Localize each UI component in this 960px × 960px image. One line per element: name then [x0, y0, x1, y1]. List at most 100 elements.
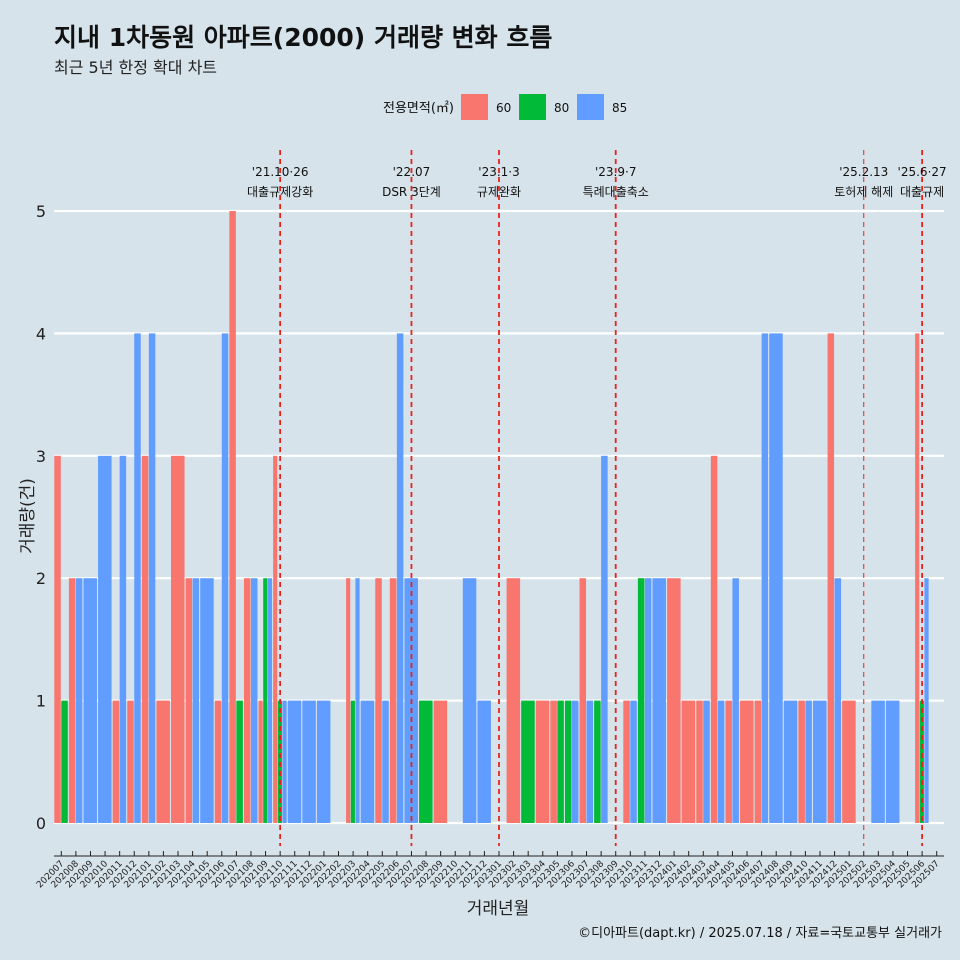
event-label-4: 특례대출축소 [583, 185, 649, 199]
bar-202110-80 [277, 700, 282, 823]
y-tick-label: 0 [36, 814, 46, 833]
y-axis-title: 거래량(건) [18, 478, 38, 554]
bar-202412-85 [834, 578, 842, 823]
bar-202307-60 [579, 578, 587, 823]
bar-202011-60 [112, 700, 120, 823]
chart-subtitle: 최근 5년 한정 확대 차트 [54, 58, 218, 77]
event-date-2: '22.07 [393, 165, 431, 179]
bar-202212-85 [477, 700, 491, 823]
bar-202308-80 [594, 700, 601, 823]
bar-202407-60 [754, 700, 762, 823]
bar-202405-60 [725, 700, 732, 823]
event-label-6: 대출규제 [900, 185, 944, 199]
bar-202404-85 [717, 700, 725, 823]
bar-202112-85 [302, 700, 316, 823]
bar-202302-60 [506, 578, 521, 823]
legend: 전용면적(㎡) 60 80 85 [383, 94, 627, 120]
y-tick-label: 1 [36, 692, 46, 711]
event-date-4: '23.9·7 [595, 165, 636, 179]
bar-202506-60 [915, 333, 920, 823]
bar-202012-85 [134, 333, 141, 823]
bar-202109-85 [267, 578, 273, 823]
bar-202506-85 [924, 578, 929, 823]
bar-202411-85 [812, 700, 827, 823]
bar-202310-85 [630, 700, 637, 823]
bar-202106-85 [221, 333, 229, 823]
bar-202503-85 [871, 700, 885, 823]
bar-202305-80 [557, 700, 564, 823]
caption: ©디아파트(dapt.kr) / 2025.07.18 / 자료=국토교통부 실… [578, 926, 942, 941]
legend-swatch-85 [577, 94, 604, 120]
bar-202104-60 [185, 578, 193, 823]
bar-202410-60 [798, 700, 805, 823]
legend-label-85: 85 [612, 101, 627, 115]
bar-202102-60 [156, 700, 170, 823]
legend-title: 전용면적(㎡) [383, 101, 454, 116]
bar-202405-85 [732, 578, 739, 823]
bar-202203-85 [355, 578, 360, 823]
bar-202504-85 [885, 700, 900, 823]
event-label-2: DSR 3단계 [382, 185, 441, 199]
legend-swatch-60 [461, 94, 488, 120]
bar-202107-60 [229, 211, 236, 823]
bar-202103-60 [171, 455, 185, 823]
bar-202410-85 [805, 700, 812, 823]
legend-label-60: 60 [496, 101, 511, 115]
bar-202310-60 [623, 700, 630, 823]
bar-202205-85 [382, 700, 389, 823]
bar-202402-60 [681, 700, 696, 823]
event-date-3: '23.1·3 [478, 165, 519, 179]
bar-202201-85 [316, 700, 331, 823]
bar-202009-85 [83, 578, 97, 823]
legend-label-80: 80 [554, 101, 569, 115]
bar-202204-85 [360, 700, 375, 823]
bar-202011-85 [119, 455, 127, 823]
bar-202203-80 [350, 700, 355, 823]
bar-202408-85 [769, 333, 783, 823]
bar-202501-60 [842, 700, 856, 823]
bar-202109-80 [263, 578, 268, 823]
bar-202008-60 [68, 578, 76, 823]
bar-202208-80 [419, 700, 433, 823]
y-tick-label: 3 [36, 447, 46, 466]
event-date-5: '25.2.13 [839, 165, 888, 179]
event-label-3: 규제완화 [477, 185, 521, 199]
bar-202012-60 [127, 700, 134, 823]
x-axis-title: 거래년월 [467, 899, 530, 919]
bar-202106-60 [214, 700, 222, 823]
bar-202307-85 [586, 700, 594, 823]
bar-202105-85 [200, 578, 214, 823]
y-tick-label: 2 [36, 569, 46, 588]
bar-202205-60 [375, 578, 382, 823]
bar-202109-60 [258, 700, 263, 823]
bar-202010-85 [98, 455, 112, 823]
bar-202306-85 [571, 700, 579, 823]
bar-202311-85 [644, 578, 652, 823]
bar-202110-85 [282, 700, 287, 823]
bar-202206-60 [389, 578, 397, 823]
bar-202101-60 [141, 455, 149, 823]
bar-202403-60 [696, 700, 703, 823]
bar-202203-60 [346, 578, 351, 823]
bar-202008-85 [75, 578, 83, 823]
bar-202406-60 [740, 700, 754, 823]
event-date-6: '25.6·27 [898, 165, 947, 179]
bar-202211-85 [462, 578, 477, 823]
y-tick-label: 5 [36, 202, 46, 221]
bar-202409-85 [783, 700, 798, 823]
bar-202007-60 [54, 455, 61, 823]
bar-202303-80 [521, 700, 535, 823]
bar-202305-60 [550, 700, 557, 823]
bar-202104-85 [192, 578, 200, 823]
chart-title: 지내 1차동원 아파트(2000) 거래량 변화 흐름 [54, 23, 553, 52]
bar-202101-85 [148, 333, 156, 823]
event-label-5: 토허제 해제 [834, 185, 893, 199]
bar-202007-80 [61, 700, 68, 823]
bar-202506-80 [919, 700, 924, 823]
bar-202311-80 [637, 578, 645, 823]
bar-202111-85 [287, 700, 302, 823]
bar-202308-85 [601, 455, 608, 823]
bar-202306-80 [564, 700, 572, 823]
bar-202401-60 [667, 578, 681, 823]
